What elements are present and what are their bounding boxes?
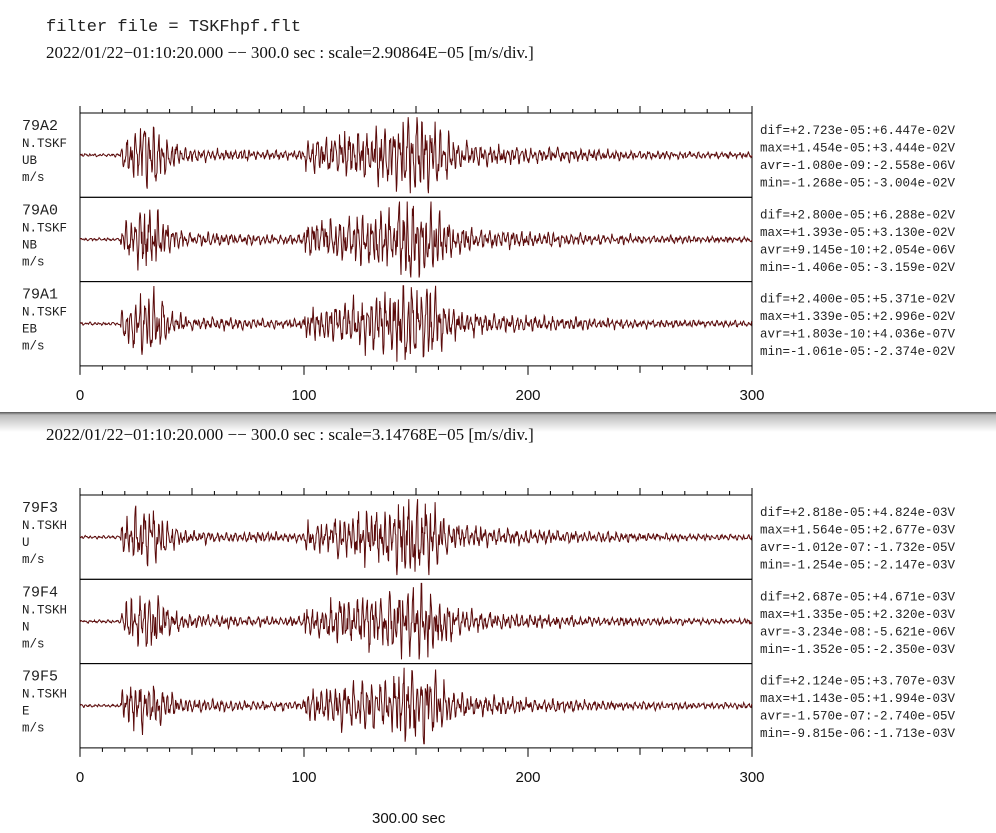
trace-stat: min=-1.268e-05:-3.004e-02V: [760, 177, 956, 191]
trace-component: UB: [22, 154, 38, 168]
trace-stat: max=+1.564e-05:+2.677e-03V: [760, 524, 956, 538]
x-tick-label: 300: [739, 387, 764, 404]
trace-stat: avr=-1.012e-07:-1.732e-05V: [760, 541, 956, 555]
trace-box: [79, 663, 753, 749]
filter-line: filter file = TSKFhpf.flt: [46, 18, 301, 37]
trace-stat: max=+1.339e-05:+2.996e-02V: [760, 310, 956, 324]
trace-code: 79A0: [22, 202, 58, 219]
trace-stat: dif=+2.800e-05:+6.288e-02V: [760, 208, 956, 222]
trace-stat: avr=-3.234e-08:-5.621e-06V: [760, 625, 956, 639]
waveform: [79, 499, 753, 576]
trace-stat: avr=+1.803e-10:+4.036e-07V: [760, 328, 956, 342]
trace-station: N.TSKF: [22, 137, 67, 151]
x-tick-label: 0: [76, 387, 84, 404]
trace-component: N: [22, 620, 30, 634]
trace-code: 79F5: [22, 669, 58, 686]
trace-stat: dif=+2.723e-05:+6.447e-02V: [760, 124, 956, 138]
x-tick-label: 300: [739, 769, 764, 786]
x-tick-label: 200: [515, 387, 540, 404]
trace-stat: avr=-1.570e-07:-2.740e-05V: [760, 710, 956, 724]
trace-unit: m/s: [22, 340, 45, 354]
trace-code: 79A2: [22, 118, 58, 135]
footer-duration: 300.00 sec: [372, 810, 446, 827]
waveform: [79, 582, 753, 660]
trace-stat: dif=+2.124e-05:+3.707e-03V: [760, 675, 956, 689]
separator: [0, 412, 996, 432]
trace-stat: min=-1.406e-05:-3.159e-02V: [760, 261, 956, 275]
x-tick-label: 0: [76, 769, 84, 786]
trace-stat: min=-1.254e-05:-2.147e-03V: [760, 559, 956, 573]
trace-station: N.TSKH: [22, 688, 67, 702]
x-tick-label: 100: [291, 769, 316, 786]
trace-code: 79A1: [22, 287, 58, 304]
trace-component: E: [22, 705, 30, 719]
x-tick-label: 200: [515, 769, 540, 786]
trace-code: 79F3: [22, 500, 58, 517]
trace-station: N.TSKH: [22, 603, 67, 617]
trace-stat: min=-1.352e-05:-2.350e-03V: [760, 643, 956, 657]
trace-code: 79F4: [22, 584, 58, 601]
x-tick-label: 100: [291, 387, 316, 404]
panel-caption: 2022/01/22−01:10:20.000 −− 300.0 sec : s…: [46, 43, 534, 62]
trace-component: NB: [22, 238, 38, 252]
trace-stat: avr=-1.080e-09:-2.558e-06V: [760, 159, 956, 173]
trace-stat: dif=+2.400e-05:+5.371e-02V: [760, 293, 956, 307]
trace-stat: max=+1.335e-05:+2.320e-03V: [760, 608, 956, 622]
trace-station: N.TSKF: [22, 306, 67, 320]
trace-stat: dif=+2.818e-05:+4.824e-03V: [760, 506, 956, 520]
trace-stat: max=+1.454e-05:+3.444e-02V: [760, 142, 956, 156]
trace-unit: m/s: [22, 255, 45, 269]
trace-station: N.TSKF: [22, 221, 67, 235]
trace-component: U: [22, 536, 30, 550]
trace-stat: min=-1.061e-05:-2.374e-02V: [760, 345, 956, 359]
trace-station: N.TSKH: [22, 519, 67, 533]
waveform: [79, 667, 753, 745]
waveform: [79, 285, 753, 362]
trace-unit: m/s: [22, 722, 45, 736]
trace-stat: dif=+2.687e-05:+4.671e-03V: [760, 590, 956, 604]
waveform: [79, 201, 753, 278]
trace-unit: m/s: [22, 553, 45, 567]
trace-stat: max=+1.143e-05:+1.994e-03V: [760, 692, 956, 706]
trace-component: EB: [22, 323, 38, 337]
trace-unit: m/s: [22, 171, 45, 185]
trace-unit: m/s: [22, 637, 45, 651]
trace-stat: avr=+9.145e-10:+2.054e-06V: [760, 243, 956, 257]
trace-stat: min=-9.815e-06:-1.713e-03V: [760, 727, 956, 741]
trace-box: [79, 281, 753, 367]
trace-stat: max=+1.393e-05:+3.130e-02V: [760, 226, 956, 240]
waveform: [79, 117, 753, 194]
panel-caption: 2022/01/22−01:10:20.000 −− 300.0 sec : s…: [46, 425, 534, 444]
